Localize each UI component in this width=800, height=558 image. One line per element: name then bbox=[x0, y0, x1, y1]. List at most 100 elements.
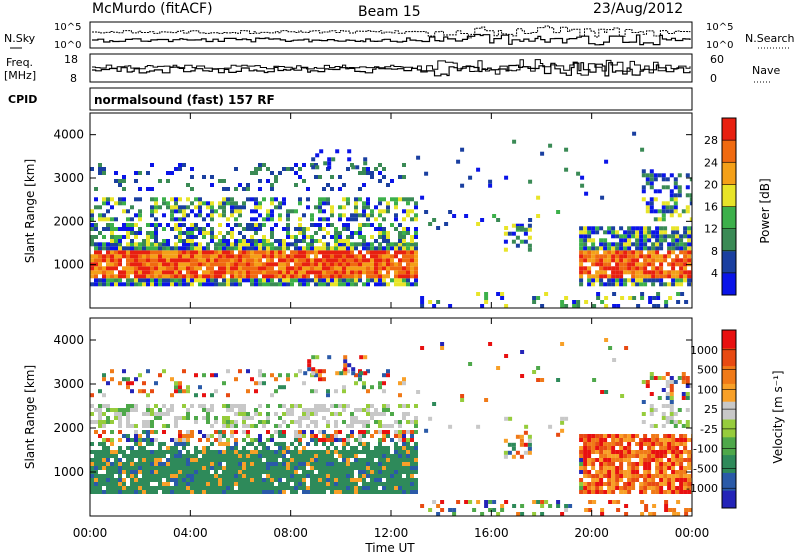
echo-cell bbox=[178, 239, 182, 243]
echo-cell bbox=[583, 446, 588, 450]
echo-cell bbox=[262, 266, 266, 271]
echo-cell bbox=[238, 450, 242, 454]
echo-cell bbox=[146, 412, 150, 416]
echo-cell bbox=[623, 446, 628, 450]
echo-cell bbox=[627, 250, 632, 255]
echo-cell bbox=[334, 262, 338, 267]
echo-cell bbox=[290, 242, 294, 247]
echo-cell bbox=[114, 470, 118, 474]
echo-cell bbox=[659, 266, 664, 271]
echo-cell bbox=[102, 167, 106, 171]
echo-cell bbox=[663, 258, 668, 263]
echo-cell bbox=[238, 183, 242, 187]
echo-cell bbox=[258, 482, 262, 486]
echo-cell bbox=[262, 250, 266, 255]
echo-cell bbox=[394, 486, 398, 490]
echo-cell bbox=[198, 258, 202, 263]
time-x-ticks: 00:00 04:00 08:00 12:00 16:00 20:00 00:00 bbox=[73, 113, 709, 540]
echo-cell bbox=[661, 173, 666, 178]
nsky-tick-high: 10^5 bbox=[54, 22, 81, 33]
echo-cell bbox=[346, 246, 350, 251]
echo-cell bbox=[314, 434, 318, 438]
echo-cell bbox=[616, 304, 621, 308]
echo-cell bbox=[298, 258, 302, 263]
echo-cell bbox=[645, 384, 650, 388]
echo-cell bbox=[290, 209, 294, 214]
echo-cell bbox=[402, 282, 406, 287]
echo-cell bbox=[410, 209, 414, 214]
echo-cell bbox=[342, 278, 346, 283]
echo-cell bbox=[282, 474, 286, 478]
echo-cell bbox=[270, 434, 274, 438]
echo-cell bbox=[334, 278, 338, 283]
echo-cell bbox=[390, 179, 394, 183]
echo-cell bbox=[298, 434, 302, 438]
echo-cell bbox=[206, 258, 210, 263]
echo-cell bbox=[600, 195, 605, 200]
colorbar-tick-label: 16 bbox=[704, 201, 718, 214]
echo-cell bbox=[657, 173, 662, 178]
echo-cell bbox=[246, 254, 250, 259]
echo-cell bbox=[641, 189, 646, 194]
echo-cell bbox=[258, 454, 262, 458]
echo-cell bbox=[440, 342, 445, 346]
echo-cell bbox=[382, 458, 386, 462]
date-title: 23/Aug/2012 bbox=[593, 1, 683, 17]
echo-cell bbox=[226, 197, 230, 202]
echo-cell bbox=[655, 454, 660, 458]
echo-cell bbox=[564, 167, 569, 172]
echo-cell bbox=[370, 482, 374, 486]
echo-cell bbox=[394, 450, 398, 454]
echo-cell bbox=[166, 450, 170, 454]
echo-cell bbox=[681, 376, 686, 380]
echo-cell bbox=[334, 478, 338, 482]
echo-cell bbox=[647, 442, 652, 446]
echo-cell bbox=[663, 470, 668, 474]
echo-cell bbox=[683, 490, 688, 494]
echo-cell bbox=[378, 227, 382, 231]
echo-cell bbox=[146, 434, 150, 438]
echo-cell bbox=[302, 274, 306, 279]
echo-cell bbox=[302, 446, 306, 450]
echo-cell bbox=[174, 235, 178, 239]
echo-cell bbox=[222, 262, 226, 267]
echo-cell bbox=[398, 438, 402, 442]
echo-cell bbox=[242, 458, 246, 462]
echo-cell bbox=[302, 381, 306, 386]
echo-cell bbox=[635, 234, 640, 239]
echo-cell bbox=[250, 478, 254, 482]
echo-cell bbox=[122, 201, 126, 206]
echo-cell bbox=[254, 408, 258, 412]
echo-cell bbox=[214, 373, 218, 378]
echo-cell bbox=[90, 242, 94, 247]
echo-cell bbox=[611, 282, 616, 287]
echo-cell bbox=[138, 254, 142, 259]
echo-cell bbox=[595, 490, 600, 494]
echo-cell bbox=[258, 458, 262, 462]
echo-cell bbox=[560, 420, 565, 425]
echo-cell bbox=[338, 246, 342, 251]
echo-cell bbox=[306, 258, 310, 263]
echo-cell bbox=[182, 416, 186, 420]
echo-cell bbox=[154, 450, 158, 454]
echo-cell bbox=[214, 474, 218, 478]
echo-cell bbox=[603, 470, 608, 474]
echo-cell bbox=[334, 231, 338, 235]
echo-cell bbox=[370, 262, 374, 267]
echo-cell bbox=[612, 304, 617, 308]
echo-cell bbox=[635, 462, 640, 466]
echo-cell bbox=[170, 254, 174, 259]
echo-cell bbox=[386, 474, 390, 478]
echo-cell bbox=[270, 462, 274, 466]
echo-cell bbox=[154, 438, 158, 442]
echo-cell bbox=[406, 474, 410, 478]
y-tick-label: 4000 bbox=[53, 128, 84, 142]
echo-cell bbox=[647, 230, 652, 235]
echo-cell bbox=[238, 209, 242, 214]
echo-cell bbox=[102, 442, 106, 446]
echo-cell bbox=[591, 474, 596, 478]
echo-cell bbox=[274, 250, 278, 255]
echo-cell bbox=[687, 246, 692, 251]
echo-cell bbox=[150, 213, 154, 218]
echo-cell bbox=[226, 393, 230, 398]
